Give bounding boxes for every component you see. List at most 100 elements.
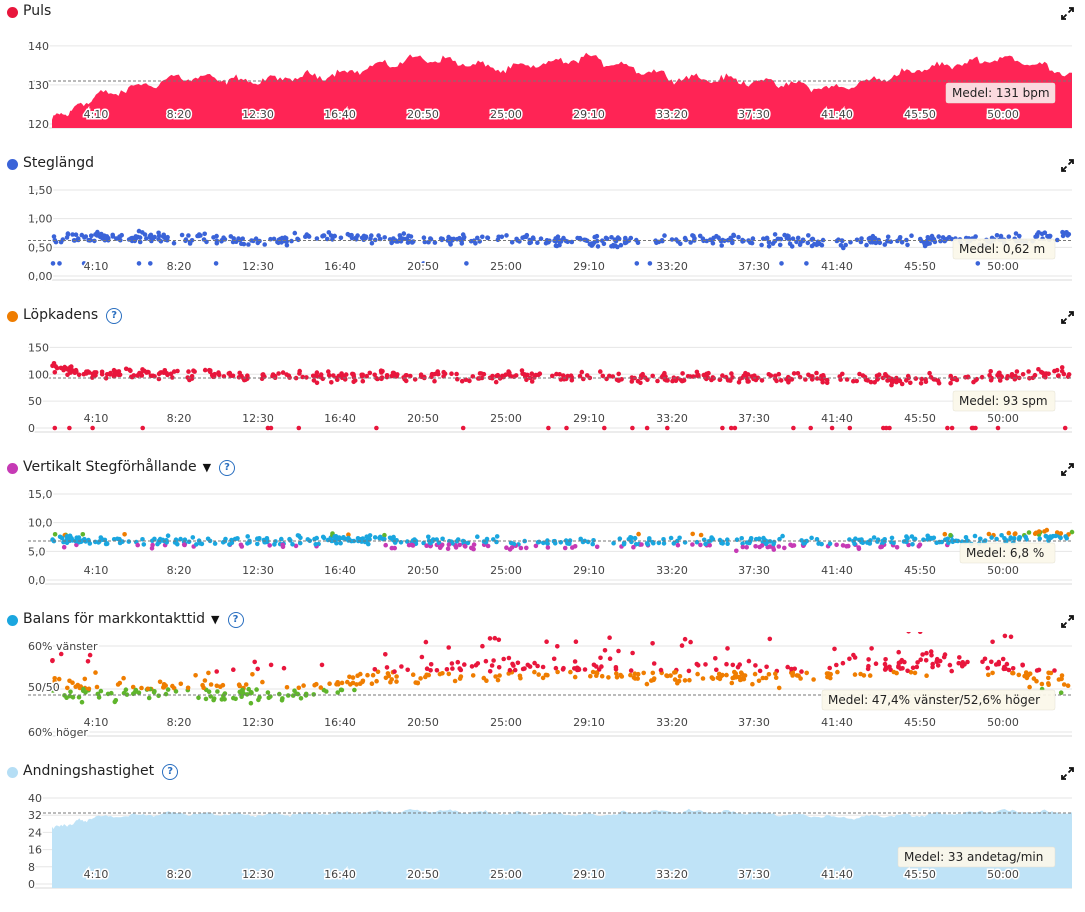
- data-point: [1002, 633, 1008, 639]
- expand-icon[interactable]: [1061, 463, 1074, 476]
- data-point: [469, 664, 475, 669]
- data-point: [192, 369, 197, 374]
- data-point: [319, 662, 325, 668]
- data-point: [178, 536, 183, 542]
- data-point: [493, 379, 499, 385]
- mean-label-text: Medel: 33 andetag/min: [904, 850, 1043, 864]
- x-tick-label: 50:00: [987, 412, 1019, 425]
- data-point: [495, 677, 501, 683]
- x-tick-label: 20:50: [407, 716, 439, 729]
- data-point: [326, 230, 332, 235]
- data-point: [354, 682, 359, 687]
- expand-icon[interactable]: [1061, 7, 1074, 20]
- data-point: [313, 542, 319, 547]
- data-point: [130, 374, 135, 380]
- data-point: [339, 371, 344, 376]
- data-point: [533, 543, 539, 549]
- expand-icon[interactable]: [1061, 159, 1074, 172]
- area-series: [52, 52, 1072, 129]
- x-tick-label: 29:10: [573, 108, 605, 121]
- dropdown-caret-icon[interactable]: ▼: [211, 613, 220, 626]
- data-point: [561, 373, 566, 378]
- data-point: [982, 656, 988, 662]
- data-point: [346, 538, 351, 543]
- data-point: [834, 662, 839, 668]
- data-point: [995, 425, 1001, 431]
- data-point: [598, 369, 603, 374]
- data-point: [960, 663, 965, 669]
- x-tick-label: 8:20: [167, 108, 192, 121]
- data-point: [165, 687, 171, 692]
- data-point: [450, 666, 455, 671]
- x-tick-label: 37:30: [738, 868, 770, 881]
- data-point: [240, 691, 245, 697]
- dropdown-caret-icon[interactable]: ▼: [202, 461, 212, 474]
- data-point: [710, 676, 716, 681]
- data-point: [905, 373, 911, 379]
- data-point: [481, 371, 487, 377]
- chart-panel-balans: Balans för markkontakttid ▼? 60% höger 50/5…: [0, 608, 1085, 760]
- data-point: [1036, 529, 1042, 534]
- data-point: [795, 235, 801, 241]
- data-point: [622, 240, 628, 246]
- data-point: [1014, 369, 1020, 374]
- data-point: [235, 536, 240, 541]
- help-icon[interactable]: ?: [219, 460, 236, 476]
- help-icon[interactable]: ?: [162, 764, 179, 780]
- data-point: [650, 373, 655, 379]
- data-point: [865, 539, 871, 545]
- data-point: [171, 240, 177, 246]
- data-point: [470, 673, 476, 678]
- data-point: [644, 541, 650, 546]
- data-point: [766, 372, 772, 377]
- data-point: [257, 536, 262, 541]
- data-point: [629, 379, 635, 384]
- data-point: [94, 684, 100, 690]
- data-point: [703, 541, 708, 547]
- data-point: [665, 378, 670, 383]
- data-point: [806, 233, 811, 238]
- data-point: [238, 542, 244, 548]
- help-icon[interactable]: ?: [106, 308, 123, 324]
- data-point: [81, 686, 86, 692]
- x-tick-label: 16:40: [324, 108, 356, 121]
- data-point: [67, 678, 72, 684]
- data-point: [682, 678, 688, 683]
- data-point: [252, 659, 257, 665]
- data-point: [730, 662, 736, 668]
- data-point: [399, 664, 404, 669]
- data-point: [916, 544, 922, 549]
- data-point: [279, 235, 285, 241]
- data-point: [585, 539, 591, 545]
- data-point: [815, 241, 821, 247]
- expand-icon[interactable]: [1061, 767, 1074, 780]
- data-point: [535, 663, 540, 669]
- expand-icon[interactable]: [1061, 615, 1074, 628]
- data-point: [424, 261, 430, 266]
- data-point: [1020, 663, 1025, 668]
- y-tick-label: 1,50: [28, 184, 53, 197]
- data-point: [179, 232, 185, 238]
- help-icon[interactable]: ?: [227, 612, 244, 628]
- data-point: [211, 696, 217, 701]
- data-point: [202, 678, 208, 683]
- data-point: [266, 695, 272, 701]
- data-point: [1012, 536, 1017, 541]
- data-point: [772, 232, 778, 237]
- data-point: [389, 545, 395, 551]
- data-point: [848, 239, 853, 245]
- x-tick-label: 16:40: [324, 260, 356, 273]
- data-point: [891, 540, 896, 546]
- data-point: [545, 545, 551, 550]
- data-point: [360, 378, 366, 384]
- data-point: [536, 539, 542, 545]
- data-point: [753, 544, 758, 549]
- data-point: [229, 540, 235, 545]
- expand-icon[interactable]: [1061, 311, 1074, 324]
- data-point: [52, 370, 58, 375]
- data-point: [910, 665, 916, 671]
- data-point: [591, 538, 596, 543]
- data-point: [245, 373, 250, 378]
- data-point: [695, 373, 700, 378]
- data-point: [1039, 231, 1045, 237]
